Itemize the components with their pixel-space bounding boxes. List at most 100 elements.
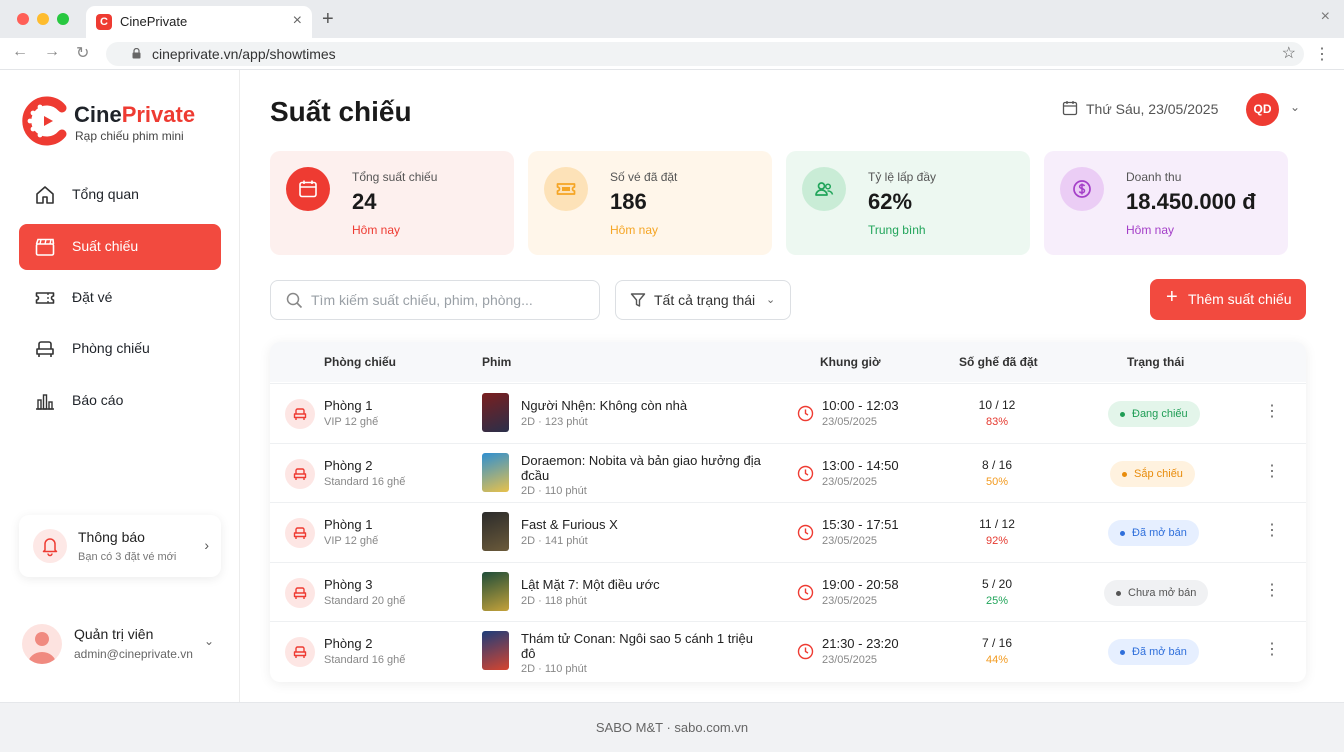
table-row[interactable]: Phòng 1 VIP 12 ghế Fast & Furious X 2D · 14… <box>270 502 1306 561</box>
movie-poster <box>482 393 509 432</box>
sidebar-item-rooms[interactable]: Phòng chiếu <box>19 326 221 372</box>
column-header-time: Khung giờ <box>820 355 881 369</box>
users-icon <box>802 167 846 211</box>
stat-card-total-showtimes: Tổng suất chiếu 24 Hôm nay <box>270 151 514 255</box>
window-close-control[interactable] <box>17 13 29 25</box>
main-content: Suất chiếu Thứ Sáu, 23/05/2025 QD ⌄ Tổng… <box>240 70 1344 702</box>
column-header-room: Phòng chiếu <box>324 355 396 369</box>
status-badge: Chưa mở bán <box>1104 579 1209 606</box>
chevron-down-icon[interactable]: ⌄ <box>1290 100 1301 114</box>
sidebar-item-overview[interactable]: Tổng quan <box>19 172 221 218</box>
showtime-range: 19:00 - 20:58 <box>822 576 899 592</box>
home-icon <box>36 186 54 204</box>
occupancy-percent: 25% <box>985 594 1009 607</box>
sidebar: CinePrivate Rạp chiếu phim mini Tổng qua… <box>0 70 240 702</box>
filter-icon <box>630 293 646 307</box>
tab-close-icon[interactable]: × <box>292 12 302 29</box>
stat-value: 186 <box>610 189 647 214</box>
showtime-date: 23/05/2025 <box>822 475 878 488</box>
stat-label: Tỷ lệ lấp đầy <box>868 170 937 184</box>
stat-value: 18.450.000 đ <box>1126 189 1256 214</box>
armchair-icon <box>285 458 315 489</box>
room-type: Standard 16 ghế <box>324 654 406 667</box>
status-dot-icon <box>1120 650 1125 656</box>
seats-booked: 11 / 12 <box>979 517 1015 532</box>
more-options-icon[interactable]: ⋮ <box>1264 641 1280 659</box>
movie-title: Thám tử Conan: Ngôi sao 5 cánh 1 triệu đ… <box>521 631 753 662</box>
table-header: Phòng chiếu Phim Khung giờ Số ghế đã đặt… <box>270 342 1306 382</box>
window-close-icon[interactable]: × <box>1320 8 1330 25</box>
cineprivate-logo-icon <box>22 96 67 146</box>
column-header-seats: Số ghế đã đặt <box>959 355 1038 369</box>
table-row[interactable]: Phòng 2 Standard 16 ghế Doraemon: Nobita v… <box>270 442 1306 502</box>
url-text: cineprivate.vn/app/showtimes <box>152 46 336 62</box>
sidebar-item-label: Suất chiếu <box>72 238 139 254</box>
column-header-movie: Phim <box>482 355 512 369</box>
sidebar-item-bookings[interactable]: Đặt vé <box>19 275 221 321</box>
user-avatar-button[interactable]: QD <box>1246 93 1279 126</box>
stat-subtitle: Hôm nay <box>610 223 659 237</box>
bookmark-star-icon[interactable]: ☆ <box>1281 45 1296 62</box>
occupancy-percent: 44% <box>985 654 1009 667</box>
window-maximize-control[interactable] <box>57 13 69 25</box>
movie-format-duration: 2D · 110 phút <box>521 484 587 497</box>
stat-card-tickets-booked: Số vé đã đặt 186 Hôm nay <box>528 151 772 255</box>
bell-icon <box>33 529 67 563</box>
armchair-icon <box>285 577 315 608</box>
sidebar-item-showtimes[interactable]: Suất chiếu <box>19 224 221 270</box>
table-row[interactable]: Phòng 1 VIP 12 ghế Người Nhện: Không còn n… <box>270 383 1306 442</box>
notification-card[interactable]: Thông báo Bạn có 3 đặt vé mới › <box>19 515 221 577</box>
status-dot-icon <box>1122 471 1127 477</box>
occupancy-percent: 92% <box>985 535 1009 548</box>
forward-icon[interactable]: → <box>44 43 60 60</box>
status-filter-select[interactable]: Tất cả trạng thái ⌄ <box>615 280 791 320</box>
back-icon[interactable]: ← <box>12 43 28 60</box>
browser-menu-icon[interactable]: ⋮ <box>1314 46 1330 63</box>
sidebar-item-label: Đặt vé <box>72 289 113 305</box>
add-showtime-button[interactable]: + Thêm suất chiếu <box>1150 279 1306 320</box>
movie-poster <box>482 631 509 671</box>
search-input[interactable] <box>311 289 591 311</box>
favicon-icon: C <box>96 14 112 30</box>
window-minimize-control[interactable] <box>37 13 49 25</box>
table-row[interactable]: Phòng 2 Standard 16 ghế Thám tử Conan: Ngô… <box>270 621 1306 680</box>
stat-card-revenue: Doanh thu 18.450.000 đ Hôm nay <box>1044 151 1288 255</box>
user-profile[interactable]: Quản trị viên admin@cineprivate.vn ⌄ <box>22 622 222 666</box>
status-dot-icon <box>1116 590 1121 596</box>
room-name: Phòng 1 <box>324 398 373 413</box>
clock-icon <box>797 465 814 481</box>
notification-title: Thông báo <box>78 529 145 545</box>
notification-subtitle: Bạn có 3 đặt vé mới <box>78 551 177 563</box>
movie-format-duration: 2D · 110 phút <box>521 663 587 676</box>
table-row[interactable]: Phòng 3 Standard 20 ghế Lật Mặt 7: Một điề… <box>270 561 1306 621</box>
reload-icon[interactable]: ↻ <box>76 45 90 62</box>
sidebar-item-reports[interactable]: Báo cáo <box>19 378 221 424</box>
sidebar-item-label: Báo cáo <box>72 392 124 408</box>
seats-booked: 8 / 16 <box>981 457 1013 472</box>
more-options-icon[interactable]: ⋮ <box>1264 522 1280 540</box>
showtime-date: 23/05/2025 <box>822 416 878 428</box>
clock-icon <box>797 405 814 422</box>
bar-chart-icon <box>36 394 54 410</box>
showtime-range: 21:30 - 23:20 <box>822 636 899 652</box>
movie-format-duration: 2D · 123 phút <box>521 416 588 428</box>
brand-name: CinePrivate <box>74 102 196 127</box>
more-options-icon[interactable]: ⋮ <box>1264 403 1280 420</box>
status-dot-icon <box>1120 412 1125 417</box>
room-name: Phòng 3 <box>324 576 373 592</box>
armchair-icon <box>36 341 54 357</box>
url-field[interactable]: cineprivate.vn/app/showtimes ☆ <box>106 42 1304 66</box>
sidebar-item-label: Tổng quan <box>72 186 139 202</box>
browser-tab[interactable]: C CinePrivate × <box>86 6 312 38</box>
clock-icon <box>797 644 814 660</box>
occupancy-percent: 50% <box>985 475 1009 488</box>
movie-poster <box>482 452 509 492</box>
room-name: Phòng 2 <box>324 636 373 652</box>
status-dot-icon <box>1120 531 1125 537</box>
brand-tagline: Rạp chiếu phim mini <box>75 129 184 143</box>
sidebar-item-label: Phòng chiếu <box>72 340 150 356</box>
more-options-icon[interactable]: ⋮ <box>1264 581 1280 599</box>
more-options-icon[interactable]: ⋮ <box>1264 462 1280 480</box>
armchair-icon <box>285 399 315 429</box>
new-tab-icon[interactable]: + <box>322 8 334 30</box>
